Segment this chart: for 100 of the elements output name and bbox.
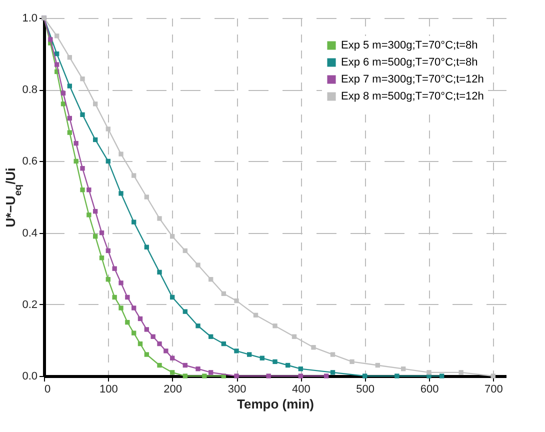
- legend-label: Exp 5 m=300g;T=70°C;t=8h: [341, 40, 478, 52]
- x-axis-title: Tempo (min): [236, 396, 314, 412]
- point: [202, 374, 207, 378]
- point: [439, 374, 444, 378]
- x-tick-label: 600: [420, 384, 439, 396]
- y-tick-label: 0.0: [22, 370, 38, 382]
- point: [324, 374, 329, 378]
- point: [170, 370, 175, 375]
- point: [131, 220, 136, 224]
- point: [182, 362, 188, 368]
- x-tick-label: 400: [292, 384, 310, 396]
- x-tick-label: 0: [44, 384, 51, 396]
- point: [170, 294, 175, 300]
- point: [80, 187, 85, 192]
- point: [182, 374, 188, 378]
- point: [125, 294, 130, 300]
- point: [170, 234, 175, 239]
- point: [118, 152, 124, 156]
- point: [246, 352, 252, 357]
- y-tick-label: 1.0: [22, 12, 38, 24]
- point: [144, 244, 150, 250]
- point: [80, 166, 85, 171]
- point: [67, 130, 72, 135]
- point: [67, 84, 72, 88]
- point: [330, 352, 336, 357]
- point: [234, 298, 239, 304]
- point: [54, 34, 60, 38]
- point: [106, 248, 111, 254]
- point: [67, 55, 72, 60]
- point: [131, 306, 136, 310]
- point: [86, 187, 92, 192]
- point: [48, 37, 53, 42]
- point: [362, 374, 368, 378]
- point: [99, 256, 104, 260]
- point: [157, 341, 162, 346]
- point: [298, 366, 304, 372]
- point: [182, 309, 188, 314]
- point: [112, 294, 117, 300]
- point: [182, 248, 188, 254]
- point: [92, 137, 98, 142]
- point: [196, 366, 200, 372]
- y-tick-label: 0.6: [22, 156, 38, 168]
- point: [375, 362, 380, 368]
- legend-label: Exp 7 m=300g;T=70°C;t=12h: [341, 74, 484, 86]
- x-tick-label: 700: [484, 384, 503, 396]
- point: [221, 291, 226, 296]
- point: [298, 374, 304, 378]
- x-tick-label: 300: [228, 384, 246, 396]
- point: [157, 216, 162, 221]
- point: [74, 158, 78, 164]
- point: [131, 330, 136, 336]
- point: [394, 374, 400, 378]
- point: [330, 370, 336, 375]
- point: [400, 366, 406, 372]
- point: [350, 359, 354, 364]
- point: [266, 374, 271, 378]
- point: [208, 334, 214, 339]
- point: [196, 262, 200, 268]
- point: [138, 316, 143, 322]
- point: [221, 341, 226, 346]
- point: [92, 208, 98, 214]
- point: [112, 266, 117, 271]
- point: [67, 116, 72, 121]
- point: [196, 324, 200, 328]
- point: [272, 324, 278, 328]
- point: [125, 320, 130, 325]
- point: [157, 270, 162, 275]
- x-tick-label: 100: [99, 384, 118, 396]
- point: [106, 276, 111, 282]
- legend-label: Exp 8 m=500g;T=70°C;t=12h: [341, 90, 484, 102]
- point: [86, 212, 92, 218]
- point: [260, 356, 265, 360]
- point: [234, 374, 239, 378]
- point: [54, 62, 60, 67]
- x-tick-label: 200: [164, 384, 182, 396]
- point: [150, 334, 156, 339]
- point: [458, 370, 464, 375]
- point: [253, 312, 258, 318]
- point: [292, 334, 297, 339]
- y-tick-label: 0.4: [22, 227, 38, 240]
- point: [208, 370, 214, 375]
- point: [234, 348, 239, 354]
- point: [144, 327, 150, 332]
- point: [92, 234, 98, 239]
- point: [106, 158, 111, 164]
- point: [60, 102, 66, 106]
- point: [74, 140, 78, 146]
- point: [285, 362, 290, 368]
- point: [144, 352, 150, 357]
- point: [60, 90, 66, 96]
- point: [131, 173, 136, 178]
- y-tick-label: 0.8: [22, 84, 38, 96]
- point: [138, 341, 143, 346]
- legend-label: Exp 6 m=500g;T=70°C;t=8h: [341, 56, 478, 68]
- point: [272, 359, 278, 364]
- point: [80, 76, 85, 82]
- point: [426, 370, 432, 375]
- point: [118, 191, 124, 196]
- point: [99, 230, 104, 236]
- x-tick-label: 500: [356, 384, 375, 396]
